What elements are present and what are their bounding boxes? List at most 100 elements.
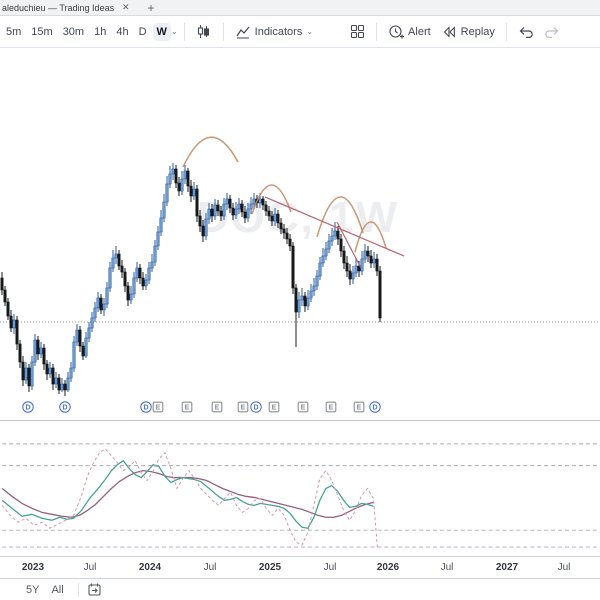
replay-label: Replay: [460, 25, 495, 38]
dividend-marker[interactable]: D: [59, 401, 71, 413]
candle-body: [300, 295, 304, 301]
oscillator-panel[interactable]: [0, 420, 600, 556]
candle-body: [24, 367, 28, 381]
candle-body: [243, 211, 247, 219]
candle-body: [105, 287, 109, 305]
go-to-date-calendar-icon[interactable]: [87, 582, 103, 598]
svg-text:E: E: [272, 405, 277, 412]
candle-style-button[interactable]: [191, 21, 217, 43]
time-axis-label-2026: 2026: [376, 562, 400, 573]
candle-body: [204, 218, 208, 237]
candle-body: [201, 225, 205, 237]
candle-body: [27, 367, 31, 387]
earnings-marker[interactable]: E: [211, 401, 223, 413]
candle-body: [207, 208, 211, 220]
layout-grid-button[interactable]: [344, 21, 370, 43]
time-axis-label-2027: 2027: [495, 562, 519, 573]
drawing-arc[interactable]: [354, 221, 387, 253]
oscillator-series-main-line-teal: [1, 460, 374, 529]
candle-body: [294, 287, 298, 313]
drawing-arc[interactable]: [251, 184, 292, 215]
candle-body: [375, 258, 379, 272]
earnings-marker[interactable]: E: [325, 401, 337, 413]
alert-button[interactable]: Alert: [383, 21, 436, 43]
candle-body: [168, 173, 172, 185]
range-button-all[interactable]: All: [51, 583, 64, 596]
timeframe-button-4h[interactable]: 4h: [116, 25, 129, 38]
price-chart-panel[interactable]: DOC, 1W D D D E E E E D E E E E D: [0, 48, 600, 420]
candle-body: [291, 245, 295, 289]
undo-button[interactable]: [513, 21, 539, 43]
dividend-marker[interactable]: D: [250, 401, 262, 413]
time-axis[interactable]: 2023 Jul 2024 Jul 2025 Jul 2026 Jul 2027 Jul: [0, 556, 600, 578]
redo-arrow-icon: [544, 24, 560, 40]
time-axis-label-2023: 2023: [21, 562, 45, 573]
candle-body: [282, 228, 286, 234]
timeframe-group: 5m 15m 30m 1h 4h D W: [0, 22, 171, 41]
earnings-marker[interactable]: E: [297, 401, 309, 413]
toolbar-divider: [376, 22, 378, 41]
candle-body: [198, 215, 202, 227]
candle-body: [75, 329, 79, 343]
svg-text:E: E: [329, 405, 334, 412]
earnings-marker[interactable]: E: [353, 401, 365, 413]
timeframe-button-30m[interactable]: 30m: [62, 25, 85, 38]
candle-body: [354, 265, 358, 274]
candle-body: [180, 178, 184, 192]
timeframe-button-5m[interactable]: 5m: [6, 25, 22, 38]
candle-body: [303, 295, 307, 307]
indicators-button[interactable]: Indicators ⌄: [230, 21, 318, 43]
candle-body: [57, 377, 61, 391]
chart-toolbar: 5m 15m 30m 1h 4h D W ⌄ Indicators ⌄: [0, 16, 600, 48]
svg-text:E: E: [301, 405, 306, 412]
drawing-trendline[interactable]: [264, 196, 405, 257]
candle-body: [267, 210, 271, 217]
candle-body: [63, 383, 67, 391]
candle-body: [126, 285, 130, 301]
tab-close-icon[interactable]: ✕: [122, 2, 130, 12]
oscillator-canvas[interactable]: [0, 421, 600, 556]
candle-body: [0, 277, 4, 291]
svg-text:E: E: [156, 405, 161, 412]
svg-text:E: E: [241, 405, 246, 412]
time-axis-label-jul: Jul: [557, 562, 571, 573]
timeframe-button-d[interactable]: D: [138, 25, 147, 38]
price-chart-canvas[interactable]: DOC, 1WD D D E E E E D E E E E D: [0, 48, 600, 420]
time-axis-label-jul: Jul: [440, 562, 454, 573]
range-button-5y[interactable]: 5Y: [26, 583, 40, 596]
candle-body: [21, 361, 25, 381]
redo-button[interactable]: [539, 21, 565, 43]
svg-text:E: E: [215, 405, 220, 412]
earnings-marker[interactable]: E: [152, 401, 164, 413]
earnings-marker[interactable]: E: [181, 401, 193, 413]
candle-body: [351, 272, 355, 280]
candle-body: [285, 232, 289, 240]
dividend-marker[interactable]: D: [22, 401, 34, 413]
timeframe-button-15m[interactable]: 15m: [31, 25, 53, 38]
timeframe-button-w[interactable]: W: [152, 22, 171, 41]
earnings-marker[interactable]: E: [237, 401, 249, 413]
drawing-trendline[interactable]: [336, 221, 362, 269]
earnings-marker[interactable]: E: [268, 401, 280, 413]
dividend-marker[interactable]: D: [140, 401, 152, 413]
new-tab-icon[interactable]: +: [147, 0, 155, 15]
dividend-marker[interactable]: D: [369, 401, 381, 413]
timeframe-button-1h[interactable]: 1h: [94, 25, 107, 38]
candle-body: [36, 339, 40, 355]
candle-body: [231, 207, 235, 216]
candle-body: [108, 267, 112, 289]
candle-body: [189, 185, 193, 197]
browser-tab-title[interactable]: aleduchieu — Trading Ideas and: [2, 2, 114, 13]
candle-body: [114, 253, 118, 259]
timeframe-chevron-down-icon[interactable]: ⌄: [170, 27, 178, 36]
candle-body: [51, 367, 55, 385]
candle-body: [261, 198, 265, 206]
candle-body: [45, 363, 49, 375]
candle-body: [372, 258, 376, 264]
candle-body: [210, 208, 214, 217]
drawing-arc[interactable]: [182, 136, 239, 168]
candle-body: [222, 203, 226, 217]
candle-body: [60, 383, 64, 391]
candle-body: [240, 203, 244, 213]
replay-button[interactable]: Replay: [436, 21, 500, 43]
